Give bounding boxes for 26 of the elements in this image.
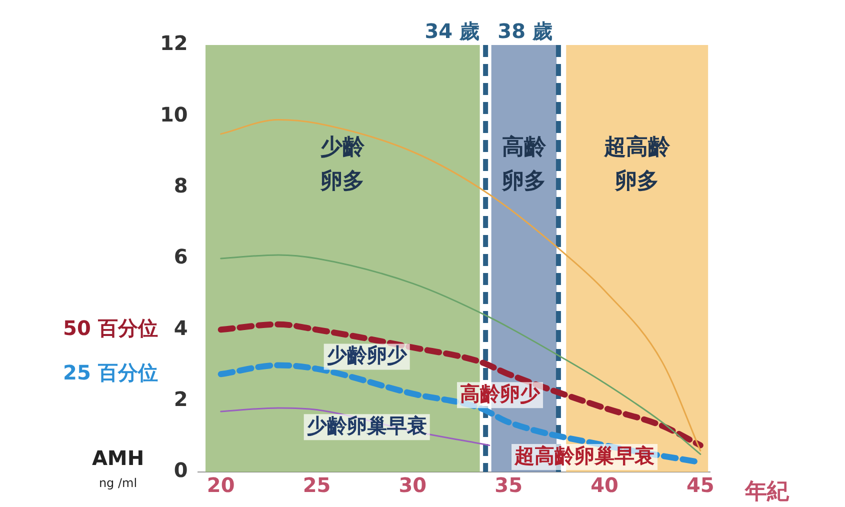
x-axis-title: 年紀 (744, 480, 790, 505)
text: 25 百分位 (63, 360, 158, 384)
ref-line-label: 34 歲 (424, 19, 480, 44)
y-axis-title: AMH ng /ml (92, 446, 144, 490)
text: 50 百分位 (63, 316, 158, 340)
x-tick-label: 30 (398, 473, 427, 498)
y-tick-label: 6 (174, 244, 188, 269)
x-tick-label: 20 (206, 473, 235, 498)
annotation: 少齡卵巢早衰 (306, 413, 427, 438)
x-tick-label: 35 (494, 473, 523, 498)
x-tick-label: 40 (590, 473, 618, 498)
x-tick-label: 45 (686, 473, 714, 498)
y-tick-label: 12 (160, 31, 188, 56)
band-label: 少齡卵多 (320, 134, 366, 194)
y-tick-label: 0 (174, 458, 188, 482)
annotation: 高齡卵少 (460, 381, 542, 406)
x-tick-label: 25 (302, 473, 331, 498)
band-label: 超高齡卵多 (603, 134, 672, 194)
y-tick-label: 2 (174, 387, 188, 412)
y-tick-label: 4 (174, 316, 188, 340)
y-tick-label: 10 (160, 102, 188, 126)
annotation: 少齡卵少 (326, 342, 408, 367)
band-label: 高齡卵多 (500, 134, 547, 194)
annotation: 超高齡卵巢早衰 (514, 443, 655, 468)
ref-line-label: 38 歲 (498, 19, 552, 44)
y-tick-label: 8 (174, 174, 188, 198)
